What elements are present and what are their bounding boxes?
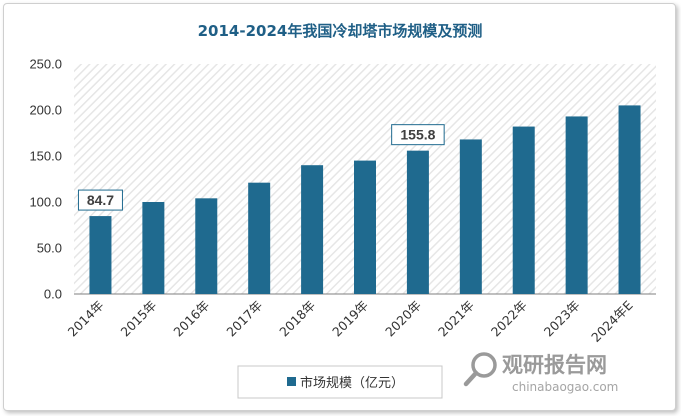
x-tick-label: 2018年 [276,298,318,340]
search-magnifier-icon [463,352,497,387]
bar-2016年 [195,198,218,294]
bar-2024年E [618,105,641,295]
x-tick-label: 2014年 [65,298,107,340]
bar-2018年 [301,165,324,294]
bar-2020年 [406,150,429,294]
data-label-box [391,124,445,146]
y-tick-label: 50.0 [37,241,62,256]
y-tick-label: 250.0 [29,57,62,72]
chart-title: 2014-2024年我国冷却塔市场规模及预测 [198,22,483,40]
data-label-text: 84.7 [87,192,114,208]
watermark: 观研报告网 chinabaogao.com [463,352,618,394]
bar-series [89,105,641,295]
legend-label: 市场规模（亿元） [300,375,404,391]
x-tick-label: 2019年 [329,298,371,340]
data-label: 155.8 [391,124,445,146]
x-tick-label: 2017年 [223,298,265,340]
data-labels: 84.7 155.8 [77,124,445,211]
x-tick-label: 2016年 [170,298,212,340]
x-tick-label: 2024年E [588,297,636,345]
y-tick-label: 0.0 [44,287,62,302]
bar-2015年 [142,202,165,294]
y-tick-label: 200.0 [29,103,62,118]
bar-2014年 [89,216,112,294]
data-label-text: 155.8 [400,127,435,143]
x-axis-labels: 2014年 2015年 2016年 2017年 2018年 2019年 2020年 2021年… [65,297,636,345]
x-tick-label: 2022年 [488,298,530,340]
legend: 市场规模（亿元） [237,365,443,399]
watermark-url: chinabaogao.com [512,380,618,394]
x-tick-label: 2020年 [382,298,424,340]
x-tick-label: 2023年 [541,298,583,340]
legend-box [237,365,443,399]
x-tick-label: 2015年 [118,298,160,340]
y-tick-label: 150.0 [29,149,62,164]
bar-2022年 [512,126,535,294]
x-tick-label: 2021年 [435,298,477,340]
bar-2023年 [565,116,588,294]
bar-2017年 [248,182,271,294]
y-axis-ticks: 0.0 50.0 100.0 150.0 200.0 250.0 [29,57,62,302]
y-tick-label: 100.0 [29,195,62,210]
bar-2021年 [459,139,482,294]
data-label: 84.7 [77,189,123,211]
watermark-name: 观研报告网 [502,353,607,377]
bar-2019年 [354,160,376,294]
data-label-box [77,189,123,211]
legend-swatch [287,377,296,386]
